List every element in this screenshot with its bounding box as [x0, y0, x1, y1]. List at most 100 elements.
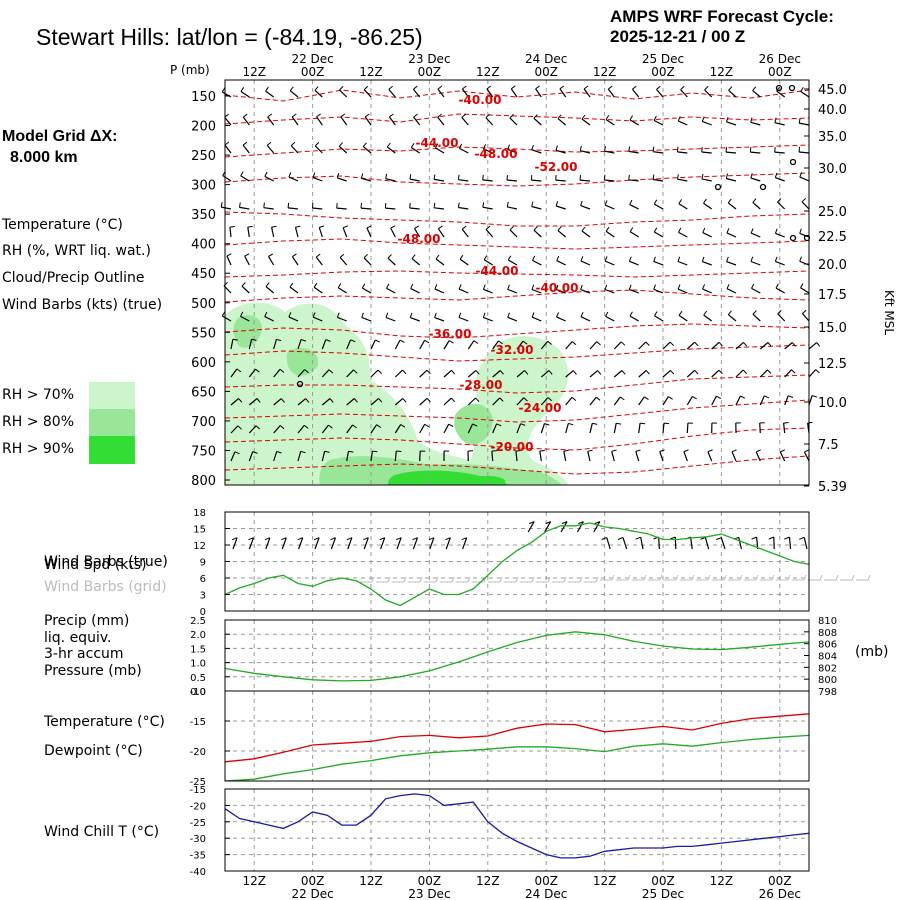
wind-barb-staff [774, 151, 785, 154]
wind-barb-flag [621, 370, 626, 375]
wind-barb-staff [263, 207, 274, 210]
wind-barb-staff [437, 88, 445, 98]
wind-barb-staff [462, 537, 468, 550]
wind-barb-staff [222, 315, 232, 322]
wind-barb-flag [702, 284, 706, 290]
wind-barb-staff [396, 537, 402, 550]
wind-barb-staff [370, 424, 378, 434]
wind-barb-flag [520, 423, 526, 426]
wind-barb-flag [798, 118, 801, 124]
wind-barb-staff [298, 537, 304, 550]
wind-barbs-grid-label: Wind Barbs (grid) [44, 579, 167, 595]
wind-barb-staff [677, 151, 688, 154]
wind-barb-staff [346, 398, 355, 406]
wind-barb-flag [677, 116, 681, 122]
wind-barb-flag [264, 171, 268, 177]
hour-tick-label: 00Z [768, 65, 792, 79]
wind-barb-staff [654, 231, 664, 238]
wind-barb-staff [531, 149, 542, 154]
wind-barb-staff [555, 179, 566, 182]
wind-barb-staff [580, 289, 591, 294]
wind-barb-flag [498, 340, 503, 345]
wind-barb-staff [434, 207, 445, 210]
wind-barb-staff [509, 229, 518, 238]
wind-barb-staff [483, 288, 493, 294]
wind-barb-staff [606, 537, 611, 550]
wind-barb-flag [653, 199, 658, 205]
wind-barb-flag [315, 253, 321, 258]
wind-barb-flag [635, 449, 641, 452]
wind-barb-flag [482, 284, 486, 290]
wind-barb-staff [583, 88, 591, 98]
wind-barb-staff [516, 397, 525, 406]
pressure-label: Pressure (mb) [44, 663, 142, 679]
wind-barb-flag [522, 340, 528, 345]
wind-barb-flag [353, 369, 358, 374]
wind-barb-staff [492, 397, 501, 406]
pressure-tick-label: 300 [191, 179, 216, 194]
wind-barb-flag [350, 339, 356, 343]
wind-barb-flag [604, 284, 608, 290]
y-tick-label: -15 [190, 785, 206, 796]
y-tick-label: 2.5 [190, 616, 206, 627]
wind-barb-flag [231, 537, 238, 541]
wind-barb-flag [411, 254, 416, 259]
wind-barb-staff [653, 178, 664, 182]
day-tick-label: 22 Dec [291, 52, 333, 66]
wind-barb-flag [300, 339, 307, 342]
wind-barb-flag [707, 449, 713, 453]
height-tick-label: 10.0 [818, 396, 847, 411]
wind-barb-flag [232, 338, 238, 341]
wind-barb-staff [413, 228, 421, 238]
wind-barb-staff [443, 369, 452, 378]
wind-barb-staff [412, 88, 421, 98]
hour-tick-label: 12Z [593, 65, 617, 79]
wind-barb-staff [337, 316, 347, 322]
wind-barb-flag [676, 146, 679, 152]
wind-barb-flag [361, 312, 364, 318]
wind-barb-flag [605, 226, 610, 232]
wind-barb-staff [731, 451, 737, 462]
wind-barb-flag [774, 228, 778, 234]
wind-barb-flag [375, 339, 381, 343]
wind-barb-staff [410, 317, 420, 322]
wind-barb-flag [483, 255, 488, 260]
wind-barb-staff [560, 521, 568, 533]
wind-barb-staff [409, 207, 420, 210]
wind-barb-staff [239, 206, 250, 210]
wind-barb-staff [532, 259, 542, 266]
wind-barb-staff [656, 89, 664, 98]
wind-barb-staff [461, 228, 469, 238]
wind-barb-flag [238, 398, 243, 403]
wind-barb-flag [496, 423, 502, 427]
height-axis-label: Kft MSL [882, 290, 896, 335]
wind-barb-staff [419, 340, 426, 350]
wind-barb-flag [387, 254, 392, 259]
panel-frame [224, 690, 810, 782]
wind-barb-flag [740, 395, 746, 399]
wind-barb-staff [777, 313, 786, 322]
wind-barb-flag [328, 369, 334, 374]
wind-barb-staff [297, 451, 302, 462]
wind-barb-flag [718, 341, 723, 347]
wind-barb-staff [531, 205, 542, 210]
wind-barb-flag [532, 255, 536, 261]
pressure-tick-label: 806 [818, 640, 837, 651]
wind-barb-staff [459, 147, 469, 154]
wind-barb-staff [605, 230, 615, 238]
wind-barb-staff [726, 232, 737, 238]
wind-barb-staff [510, 88, 518, 98]
grid-wind-barb [499, 576, 503, 583]
wind-barb-flag [424, 339, 430, 344]
wind-barb-flag [313, 282, 318, 288]
wind-barb-flag [280, 398, 285, 403]
wind-barb-staff [622, 537, 628, 550]
wind-barb-staff [385, 207, 396, 210]
calm-wind-marker [788, 84, 796, 92]
wind-barb-staff [613, 341, 622, 350]
wind-barb-staff [230, 398, 239, 406]
wind-barb-staff [726, 261, 737, 266]
wind-barb-flag [654, 311, 658, 316]
wind-barb-staff [388, 116, 396, 126]
wind-barb-staff [342, 227, 348, 238]
